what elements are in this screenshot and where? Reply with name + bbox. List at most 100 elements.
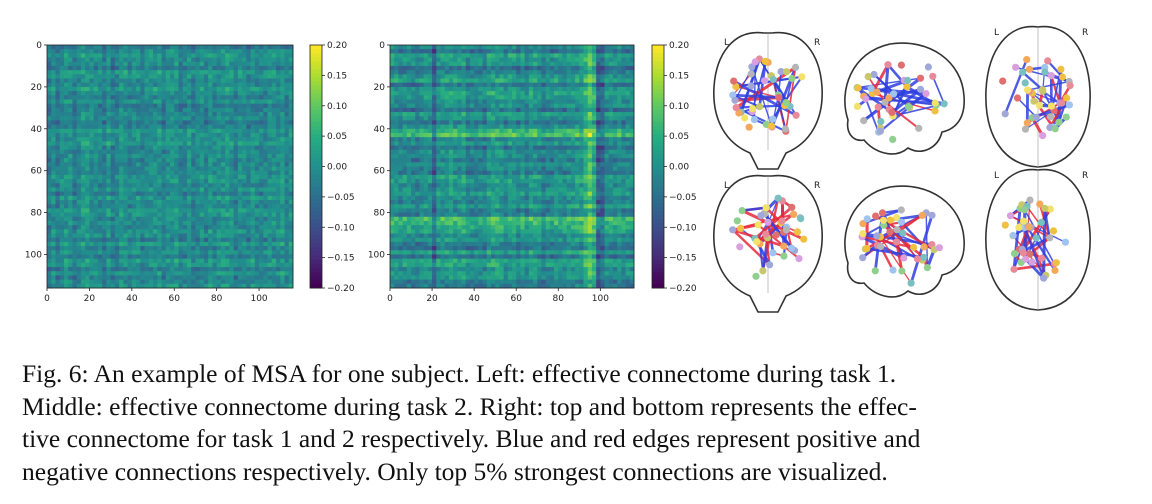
- heatmap-cell: [203, 82, 209, 88]
- heatmap-cell: [63, 271, 69, 276]
- heatmap-cell: [436, 86, 441, 92]
- heatmap-cell: [110, 145, 116, 151]
- heatmap-cell: [427, 145, 433, 151]
- heatmap-cell: [47, 82, 52, 88]
- heatmap-cell: [212, 141, 218, 146]
- heatmap-cell: [242, 145, 247, 151]
- heatmap-cell: [170, 212, 175, 218]
- heatmap-cell: [68, 267, 73, 272]
- heatmap-cell: [596, 82, 601, 88]
- heatmap-cell: [136, 99, 141, 105]
- heatmap-cell: [406, 149, 412, 155]
- heatmap-cell: [165, 103, 171, 109]
- heatmap-cell: [106, 49, 112, 54]
- heatmap-cell: [51, 225, 56, 230]
- heatmap-cell: [85, 53, 90, 58]
- heatmap-cell: [411, 78, 416, 84]
- heatmap-cell: [127, 237, 133, 243]
- heatmap-cell: [250, 271, 256, 276]
- heatmap-cell: [495, 141, 500, 146]
- heatmap-cell: [486, 149, 492, 155]
- heatmap-cell: [85, 204, 90, 209]
- heatmap-cell: [55, 116, 61, 121]
- heatmap-cell: [453, 145, 458, 151]
- heatmap-cell: [55, 103, 61, 109]
- heatmap-cell: [229, 216, 235, 222]
- heatmap-cell: [153, 183, 158, 188]
- heatmap-cell: [436, 53, 441, 58]
- heatmap-cell: [72, 183, 78, 188]
- heatmap-cell: [280, 137, 285, 142]
- heatmap-cell: [114, 153, 120, 159]
- heatmap-cell: [233, 149, 239, 155]
- heatmap-cell: [140, 57, 145, 63]
- heatmap-cell: [242, 49, 247, 54]
- heatmap-cell: [612, 70, 618, 75]
- heatmap-cell: [63, 91, 69, 96]
- heatmap-cell: [629, 49, 635, 54]
- heatmap-cell: [114, 70, 120, 75]
- heatmap-cell: [490, 99, 496, 105]
- heatmap-cell: [195, 191, 201, 197]
- heatmap-cell: [55, 246, 61, 251]
- heatmap-cell: [106, 183, 112, 188]
- heatmap-cell: [178, 195, 184, 201]
- heatmap-cell: [276, 141, 281, 146]
- heatmap-cell: [427, 45, 433, 50]
- heatmap-cell: [47, 137, 52, 142]
- heatmap-cell: [153, 116, 158, 121]
- heatmap-cell: [276, 124, 281, 130]
- heatmap-cell: [516, 61, 521, 67]
- heatmap-cell: [114, 208, 120, 213]
- heatmap-cell: [76, 204, 82, 209]
- heatmap-cell: [390, 82, 395, 88]
- heatmap-cell: [59, 275, 65, 281]
- heatmap-cell: [174, 95, 179, 100]
- heatmap-cell: [195, 95, 201, 100]
- heatmap-cell: [267, 220, 273, 226]
- heatmap-cell: [119, 65, 124, 71]
- heatmap-cell: [271, 120, 277, 125]
- heatmap-cell: [114, 103, 120, 109]
- heatmap-cell: [242, 99, 247, 105]
- heatmap-cell: [212, 229, 218, 234]
- heatmap-cell: [191, 254, 196, 260]
- heatmap-cell: [76, 45, 82, 50]
- heatmap-cell: [72, 65, 78, 71]
- heatmap-cell: [579, 91, 584, 96]
- heatmap-cell: [486, 70, 492, 75]
- heatmap-cell: [110, 95, 116, 100]
- heatmap-cell: [110, 112, 116, 117]
- heatmap-cell: [76, 132, 82, 138]
- heatmap-cell: [537, 49, 542, 54]
- heatmap-cell: [570, 74, 576, 79]
- heatmap-cell: [608, 116, 614, 121]
- heatmap-cell: [596, 86, 601, 92]
- heatmap-cell: [284, 49, 290, 54]
- heatmap-cell: [136, 250, 141, 255]
- heatmap-cell: [490, 78, 496, 84]
- heatmap-cell: [216, 229, 222, 234]
- heatmap-cell: [288, 200, 294, 205]
- heatmap-cell: [237, 103, 243, 109]
- heatmap-cell: [600, 145, 605, 151]
- heatmap-cell: [621, 132, 626, 138]
- heatmap-cell: [157, 200, 162, 205]
- heatmap-cell: [182, 254, 188, 260]
- colorbar-segment: [310, 61, 322, 66]
- heatmap-cell: [524, 149, 530, 155]
- heatmap-cell: [263, 250, 268, 255]
- heatmap-cell: [216, 95, 222, 100]
- heatmap-cell: [220, 208, 226, 213]
- heatmap-cell: [110, 116, 116, 121]
- heatmap-cell: [157, 45, 162, 50]
- heatmap-cell: [51, 283, 56, 289]
- heatmap-cell: [199, 166, 205, 172]
- heatmap-cell: [157, 57, 162, 63]
- heatmap-cell: [186, 86, 192, 92]
- heatmap-cell: [199, 275, 205, 281]
- heatmap-cell: [72, 124, 78, 130]
- heatmap-cell: [237, 132, 243, 138]
- heatmap-cell: [558, 57, 563, 63]
- heatmap-cell: [195, 216, 201, 222]
